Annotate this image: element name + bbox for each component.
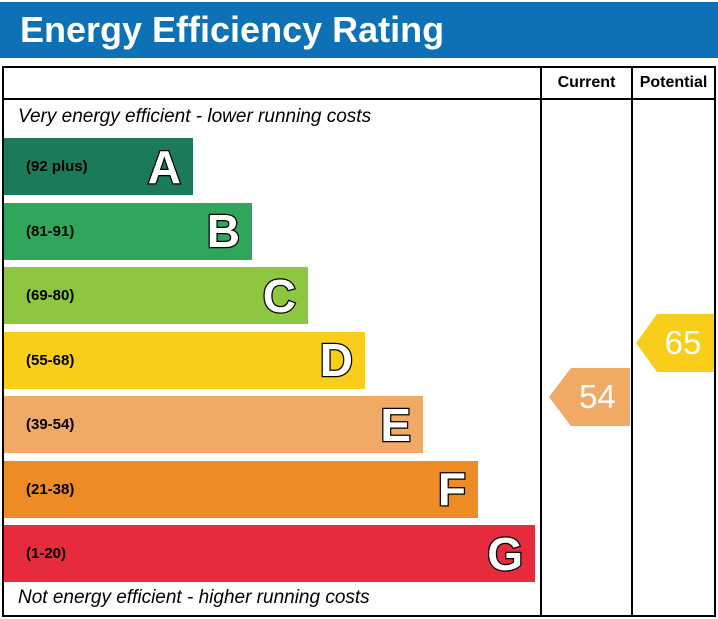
top-note: Very energy efficient - lower running co… xyxy=(18,106,372,127)
current-marker: 54 xyxy=(549,368,630,426)
band-row-d: (55-68) D xyxy=(4,331,365,389)
current-column-header: Current xyxy=(557,74,616,91)
potential-marker: 65 xyxy=(636,314,714,372)
band-range-label: (81-91) xyxy=(26,222,75,240)
band-letter: G xyxy=(486,527,524,580)
band-letter: C xyxy=(262,269,298,322)
band-letter: F xyxy=(437,463,468,515)
band-row-c: (69-80) C xyxy=(4,267,308,324)
potential-value: 65 xyxy=(664,324,702,361)
band-row-f: (21-38) F xyxy=(4,460,478,518)
band-letter: B xyxy=(206,205,242,257)
band-range-label: (21-38) xyxy=(26,480,75,498)
band-row-a: (92 plus) A xyxy=(4,138,193,195)
band-row-g: (1-20) G xyxy=(4,525,535,582)
band-range-label: (55-68) xyxy=(26,351,75,369)
rating-table: Current Potential Very energy efficient … xyxy=(2,66,716,617)
band-row-b: (81-91) B xyxy=(4,202,252,260)
potential-column-divider xyxy=(631,68,633,615)
band-range-label: (92 plus) xyxy=(26,158,88,175)
title-bar: Energy Efficiency Rating xyxy=(0,2,718,58)
band-range-label: (1-20) xyxy=(26,545,67,562)
page-title: Energy Efficiency Rating xyxy=(20,9,445,50)
band-range-label: (39-54) xyxy=(26,416,75,433)
band-row-e: (39-54) E xyxy=(4,396,423,453)
band-letter: E xyxy=(379,398,412,451)
current-value: 54 xyxy=(579,378,616,415)
potential-column-header: Potential xyxy=(639,74,708,91)
current-column-divider xyxy=(540,68,542,615)
table-header-row xyxy=(4,68,714,100)
band-range-label: (69-80) xyxy=(26,287,75,304)
band-letter: D xyxy=(319,334,355,386)
band-letter: A xyxy=(147,140,183,193)
bottom-note: Not energy efficient - higher running co… xyxy=(18,587,370,608)
rating-bands: (92 plus) A (81-91) B (69-80) C (55-68) … xyxy=(4,138,535,590)
